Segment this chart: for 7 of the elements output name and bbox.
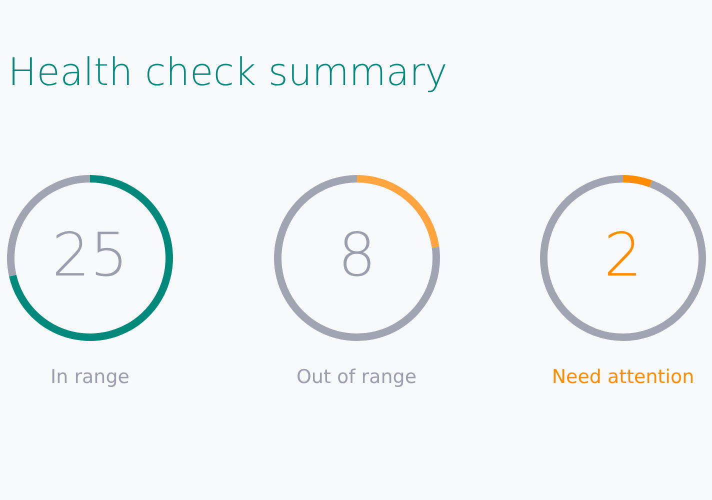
text: In range xyxy=(50,366,130,388)
data-label: 25 xyxy=(52,220,128,291)
data-label: 2 xyxy=(604,220,642,291)
chart-title: Health check summary xyxy=(8,49,448,95)
text: Need attention xyxy=(552,366,694,388)
data-label: 8 xyxy=(337,220,376,291)
text: Out of range xyxy=(296,366,417,388)
